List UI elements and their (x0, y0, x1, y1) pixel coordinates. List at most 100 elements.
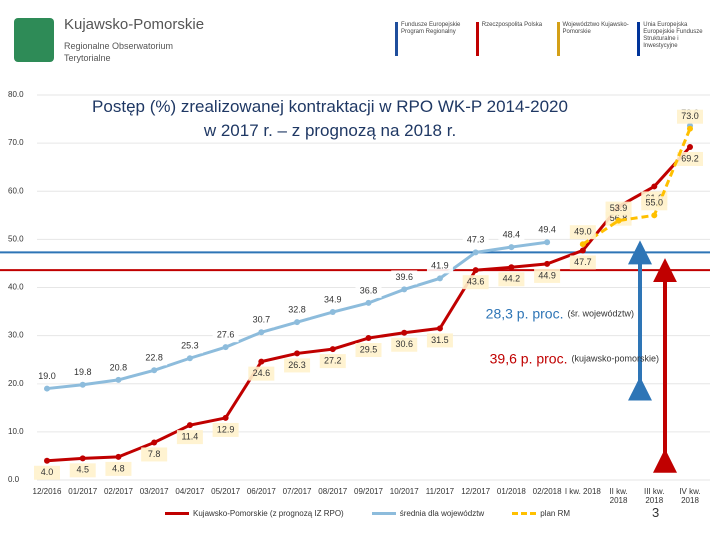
x-tick-label: 01/2017 (68, 487, 98, 496)
x-tick-label: 02/2017 (103, 487, 133, 496)
point (579, 247, 586, 254)
legend-label: plan RM (540, 509, 571, 518)
y-tick-label: 60.0 (8, 186, 24, 195)
x-tick-label: III kw. 2018 (644, 487, 665, 505)
x-tick-label: 02/2018 (532, 487, 562, 496)
data-label: 32.8 (288, 305, 306, 315)
data-label: 34.9 (324, 294, 342, 304)
data-label: 4.0 (41, 467, 54, 477)
point (151, 367, 158, 374)
data-label: 36.8 (360, 285, 378, 295)
data-label: 48.4 (503, 229, 521, 239)
label-bg (498, 228, 525, 243)
data-label: 29.5 (360, 344, 378, 354)
eu-logo: Rzeczpospolita Polska (475, 22, 549, 56)
data-label: 4.5 (76, 465, 89, 475)
data-label: 55.0 (646, 198, 664, 208)
label-bg (605, 201, 632, 216)
legend-swatch (165, 512, 189, 515)
point (579, 241, 586, 248)
data-label: 53.9 (610, 203, 628, 213)
x-tick-label: II kw. 2018 (609, 487, 628, 505)
logo-mark (14, 18, 54, 62)
point (436, 325, 443, 332)
x-tick-label: 07/2017 (282, 487, 312, 496)
x-tick-label: 04/2017 (175, 487, 205, 496)
data-label: 43.6 (467, 277, 485, 287)
legend-item: plan RM (512, 509, 570, 518)
legend-item: średnia dla województw (371, 509, 484, 518)
data-label: 44.9 (538, 270, 556, 280)
point (151, 439, 158, 446)
label-bg (569, 225, 596, 240)
point (472, 249, 479, 256)
data-label: 27.6 (217, 330, 235, 340)
point (651, 183, 658, 190)
data-label: 73.0 (681, 111, 699, 121)
data-label: 49.0 (574, 227, 592, 237)
y-tick-label: 50.0 (8, 234, 24, 243)
point (544, 260, 551, 267)
data-label: 49.4 (538, 225, 556, 235)
point (651, 212, 658, 219)
label-bg (176, 339, 203, 354)
label-bg (212, 328, 239, 343)
data-label: 22.8 (145, 353, 163, 363)
point (365, 335, 372, 342)
data-label: 47.3 (467, 235, 485, 245)
chart-title: Postęp (%) zrealizowanej kontraktacji w … (92, 97, 568, 140)
data-label: 4.8 (112, 463, 125, 473)
eu-logo: Unia Europejska Europejskie Fundusze Str… (637, 22, 710, 56)
label-bg (391, 337, 418, 352)
x-tick-label: 05/2017 (211, 487, 241, 496)
label-bg (248, 313, 275, 328)
x-tick-label: 03/2017 (139, 487, 169, 496)
point (436, 275, 443, 282)
x-tick-label: 09/2017 (354, 487, 383, 496)
label-bg (355, 283, 382, 298)
label-bg (284, 303, 311, 318)
point (258, 329, 265, 336)
y-tick-label: 20.0 (8, 379, 24, 388)
x-tick-label: IV kw. 2018 (679, 487, 701, 505)
legend-item: Kujawsko-Pomorskie (z prognozą IZ RPO) (165, 509, 344, 518)
label-bg (34, 465, 60, 480)
data-label: 39.6 (395, 272, 413, 282)
x-tick-label: 01/2018 (496, 487, 526, 496)
label-bg (212, 422, 239, 437)
label-bg (319, 293, 346, 308)
page-number: 3 (652, 505, 660, 520)
label-bg (248, 366, 275, 381)
label-bg (141, 447, 168, 462)
point (294, 350, 301, 357)
eu-logos: Fundusze Europejskie Program Regionalny R… (395, 22, 710, 56)
title-line: w 2017 r. – z prognozą na 2018 r. (203, 121, 456, 140)
data-label: 20.8 (110, 362, 128, 372)
point (401, 329, 408, 336)
point (615, 217, 622, 224)
data-label: 31.5 (431, 335, 449, 345)
x-tick-label: 06/2017 (246, 487, 276, 496)
logo-subtitle: Regionalne Obserwatorium Terytorialne (64, 41, 174, 63)
annotation-note: (śr. województw) (567, 309, 634, 319)
point (44, 385, 50, 392)
label-bg (105, 461, 132, 476)
point (687, 143, 693, 150)
point (687, 125, 693, 132)
point (472, 267, 479, 274)
point (186, 355, 193, 362)
label-bg (641, 196, 668, 211)
legend-swatch (512, 512, 537, 515)
data-label: 25.3 (181, 341, 199, 351)
data-label: 7.8 (148, 449, 161, 459)
label-bg (391, 270, 418, 285)
label-bg (677, 151, 703, 166)
data-label: 19.0 (38, 371, 56, 381)
legend-swatch (371, 512, 396, 515)
point (508, 264, 515, 271)
label-bg (498, 272, 525, 287)
label-bg (462, 233, 489, 248)
point (329, 346, 336, 353)
y-tick-label: 40.0 (8, 283, 24, 292)
data-label: 12.9 (217, 424, 235, 434)
